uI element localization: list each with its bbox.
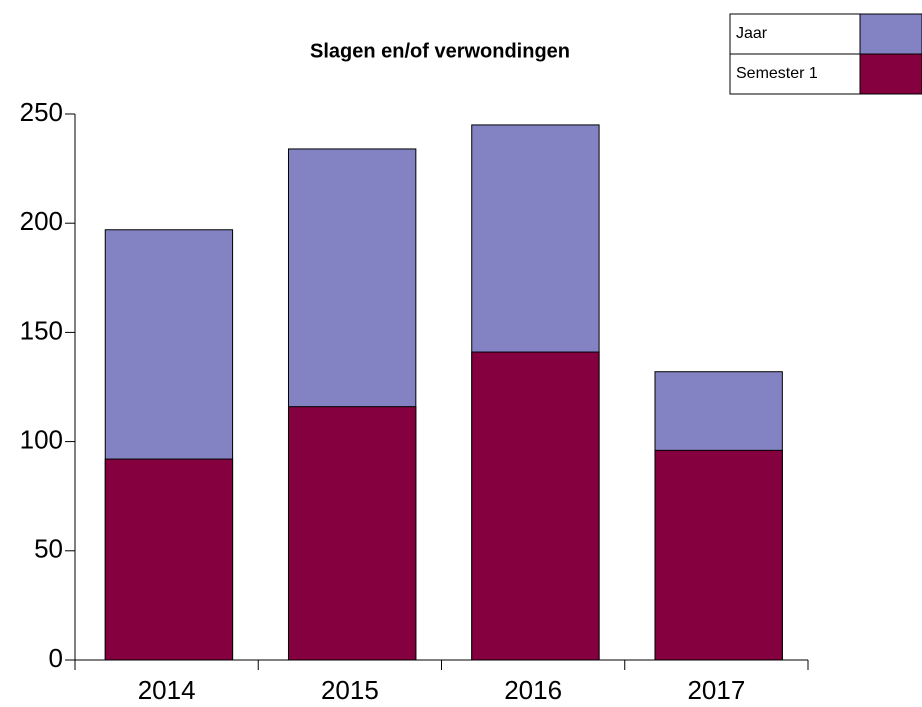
x-tick-label: 2015: [321, 675, 379, 705]
legend-label: Jaar: [736, 25, 768, 42]
legend-cell: [729, 13, 861, 55]
y-tick-label: 250: [20, 97, 63, 127]
bar: [654, 449, 783, 661]
legend-label: Semester 1: [736, 65, 818, 82]
chart-title: Slagen en/of verwondingen: [310, 40, 570, 62]
y-tick-label: 150: [20, 315, 63, 345]
legend-swatch: [859, 53, 922, 95]
x-tick-label: 2016: [504, 675, 562, 705]
y-tick-label: 0: [49, 643, 63, 673]
bar: [471, 351, 600, 661]
y-tick-label: 200: [20, 206, 63, 236]
legend-swatch: [859, 13, 922, 55]
y-tick-label: 50: [34, 534, 63, 564]
x-tick-label: 2017: [687, 675, 745, 705]
x-tick-label: 2014: [138, 675, 196, 705]
y-tick-label: 100: [20, 424, 63, 454]
bar: [287, 406, 417, 661]
bar: [104, 458, 234, 661]
legend-cell: [729, 53, 861, 95]
